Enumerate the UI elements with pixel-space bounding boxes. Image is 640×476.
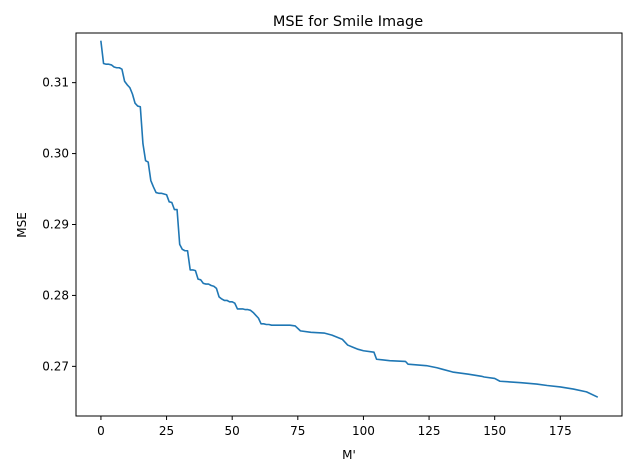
x-axis-ticks: 0 25 50 75 100 125 150 175 [97, 416, 572, 438]
x-tick-label: 50 [225, 424, 240, 438]
y-axis-ticks: 0.27 0.28 0.29 0.30 0.31 [42, 76, 76, 373]
x-tick-label: 25 [159, 424, 174, 438]
x-axis-label: M' [342, 448, 356, 462]
x-tick-label: 75 [290, 424, 305, 438]
y-tick-label: 0.31 [42, 76, 69, 90]
y-tick-label: 0.29 [42, 218, 69, 232]
y-tick-label: 0.30 [42, 147, 69, 161]
y-tick-label: 0.27 [42, 359, 69, 373]
x-tick-label: 0 [97, 424, 105, 438]
x-tick-label: 125 [418, 424, 441, 438]
x-tick-label: 100 [352, 424, 375, 438]
y-tick-label: 0.28 [42, 288, 69, 302]
x-tick-label: 175 [549, 424, 572, 438]
x-tick-label: 150 [483, 424, 506, 438]
plot-lines [100, 40, 599, 398]
chart-title: MSE for Smile Image [273, 14, 423, 30]
y-axis-label: MSE [15, 212, 29, 238]
mse-series-line [100, 40, 599, 398]
plot-frame [75, 32, 623, 417]
